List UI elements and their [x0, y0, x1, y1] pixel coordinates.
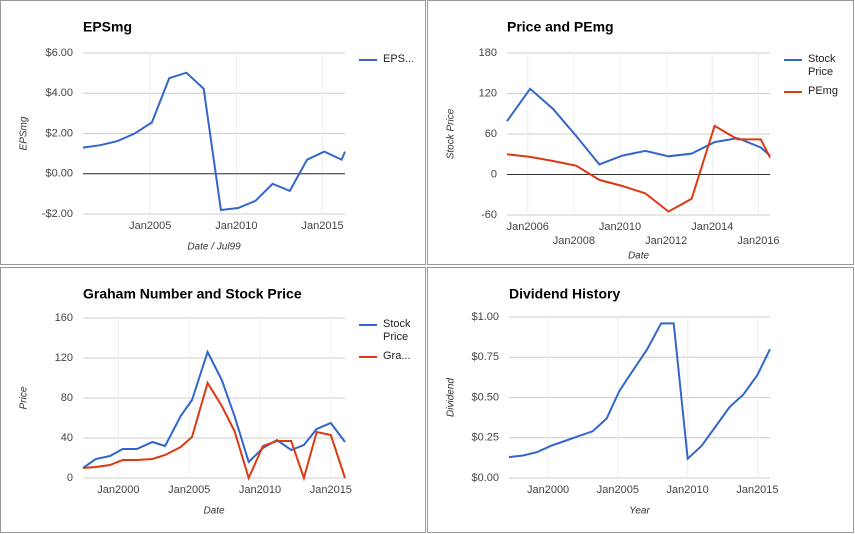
y-tick-label: $1.00 — [471, 311, 499, 323]
panel-border — [427, 267, 854, 533]
chart-panel: Price and PEmg 180 120 60 0 -60 Jan2006 Jan2008… — [427, 0, 854, 265]
legend-entry: Stock Price — [784, 53, 844, 79]
series-line — [82, 71, 346, 212]
x-axis-title: Date — [203, 506, 225, 517]
y-tick-label: -$2.00 — [42, 208, 73, 220]
y-tick-label: 120 — [479, 87, 497, 99]
panel-border — [0, 267, 426, 533]
y-axis-title: Price — [19, 386, 30, 409]
x-tick-label: Jan2015 — [310, 484, 352, 496]
y-tick-label: $0.00 — [471, 472, 499, 484]
legend-entry: EPS... — [359, 53, 419, 66]
y-tick-label: 0 — [67, 472, 73, 484]
series-line — [506, 87, 771, 166]
x-tick-label: Jan2012 — [645, 235, 687, 247]
x-tick-label: Jan2010 — [667, 484, 709, 496]
chart-title: EPSmg — [83, 19, 132, 35]
chart-title: Dividend History — [509, 286, 620, 302]
y-tick-label: $2.00 — [45, 127, 73, 139]
legend-entry: PEmg — [784, 85, 844, 98]
y-axis-title: Stock Price — [446, 108, 457, 159]
legend-label: EPS... — [383, 53, 415, 65]
chart-panel: Dividend History $1.00 $0.75 $0.50 $0.25 $0.0… — [427, 267, 854, 533]
x-tick-label: Jan2010 — [239, 484, 281, 496]
x-tick-label: Jan2015 — [736, 484, 778, 496]
y-axis-title: EPSmg — [19, 116, 30, 150]
x-tick-label: Jan2005 — [168, 484, 210, 496]
legend-swatch — [359, 324, 377, 326]
chart-title: Graham Number and Stock Price — [83, 286, 302, 302]
y-tick-label: $0.50 — [471, 391, 499, 403]
legend-swatch — [359, 59, 377, 61]
legend-label: Gra... — [383, 350, 411, 362]
legend: EPS... — [359, 53, 419, 72]
legend-swatch — [359, 356, 377, 358]
legend: Stock Price PEmg — [784, 53, 844, 104]
legend-label: PEmg — [808, 85, 838, 97]
y-tick-label: 80 — [61, 392, 73, 404]
legend-label: Stock Price — [808, 53, 836, 78]
x-tick-label: Jan2014 — [691, 221, 733, 233]
y-tick-label: $0.75 — [471, 351, 499, 363]
series-line — [82, 349, 346, 469]
x-tick-label: Jan2005 — [597, 484, 639, 496]
x-tick-label: Jan2005 — [129, 220, 171, 232]
chart-panel: EPSmg $6.00 $4.00 $2.00 $0.00 -$2.00 Jan2005 Ja… — [0, 0, 426, 265]
legend-entry: Gra... — [359, 350, 419, 363]
y-tick-label: $0.00 — [45, 168, 73, 180]
y-tick-label: $0.25 — [471, 432, 499, 444]
y-tick-label: $4.00 — [45, 87, 73, 99]
x-axis-title: Year — [629, 506, 650, 517]
y-tick-label: 0 — [491, 168, 497, 180]
x-tick-label: Jan2010 — [599, 221, 641, 233]
legend-swatch — [784, 91, 802, 93]
x-tick-label: Jan2008 — [553, 235, 595, 247]
chart-panel: Graham Number and Stock Price 160 120 80 40 0… — [0, 267, 426, 533]
x-tick-label: Jan2016 — [737, 235, 779, 247]
panel-border — [0, 0, 426, 265]
y-tick-label: 120 — [55, 352, 73, 364]
x-axis-title: Date / Jul99 — [187, 242, 241, 253]
y-tick-label: $6.00 — [45, 47, 73, 59]
y-tick-label: 60 — [485, 128, 497, 140]
legend-swatch — [784, 59, 802, 61]
x-tick-label: Jan2000 — [527, 484, 569, 496]
y-tick-label: 160 — [55, 312, 73, 324]
x-tick-label: Jan2015 — [301, 220, 343, 232]
x-axis-title: Date — [628, 251, 650, 262]
x-tick-label: Jan2010 — [215, 220, 257, 232]
x-tick-label: Jan2006 — [507, 221, 549, 233]
y-axis-title: Dividend — [446, 378, 457, 417]
y-tick-label: 40 — [61, 432, 73, 444]
x-tick-label: Jan2000 — [97, 484, 139, 496]
legend: Stock Price Gra... — [359, 318, 419, 369]
legend-entry: Stock Price — [359, 318, 419, 344]
y-tick-label: 180 — [479, 47, 497, 59]
legend-label: Stock Price — [383, 318, 411, 343]
series-line — [506, 124, 771, 213]
chart-title: Price and PEmg — [507, 19, 614, 35]
panel-border — [427, 0, 854, 265]
series-line — [82, 380, 346, 482]
y-tick-label: -60 — [481, 209, 497, 221]
series-line — [508, 322, 771, 461]
